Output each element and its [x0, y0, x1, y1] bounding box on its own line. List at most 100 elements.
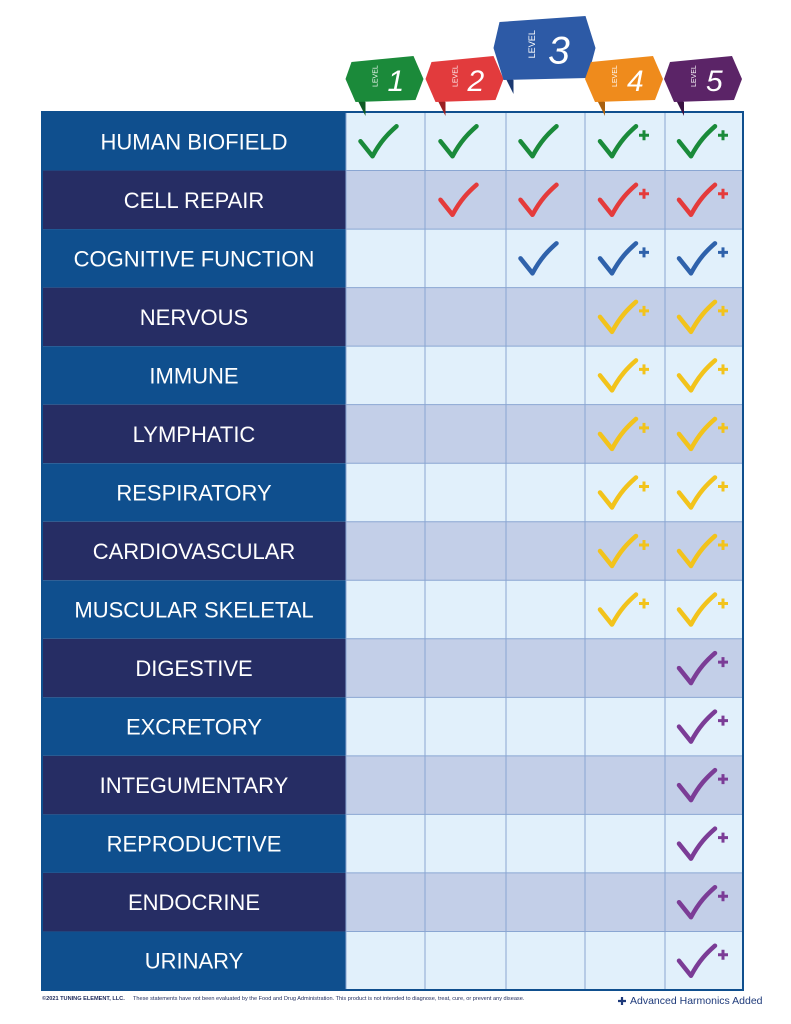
plus-mark [718, 305, 728, 316]
legend-text: Advanced Harmonics Added [630, 995, 763, 1007]
check-mark [676, 943, 718, 978]
row-cells-bg [346, 404, 743, 464]
level-label-group: LEVEL 2 [453, 65, 485, 98]
disclaimer: These statements have not been evaluated… [133, 996, 525, 1002]
level-word: LEVEL [453, 65, 460, 87]
plus-mark [718, 247, 728, 258]
check-mark [597, 358, 639, 393]
check-mark [676, 416, 718, 452]
row-label-bg [42, 521, 346, 581]
row-label-bg [42, 814, 346, 873]
plus-mark [639, 598, 649, 609]
plus-mark [718, 891, 728, 902]
check-mark [676, 241, 718, 276]
row-label-bg [42, 697, 346, 756]
level-label-group: LEVEL 3 [527, 30, 570, 73]
row-label-bg [42, 287, 346, 347]
row-cells-bg [346, 872, 743, 932]
row-label: COGNITIVE FUNCTION [74, 246, 315, 271]
level-label-group: LEVEL 1 [373, 65, 405, 98]
plus-mark [718, 481, 728, 492]
check-mark [597, 475, 639, 510]
level-label-group: LEVEL 5 [691, 65, 723, 98]
check-mark [676, 650, 718, 686]
level-flag [585, 56, 663, 102]
check-mark [518, 182, 559, 218]
level-number: 2 [467, 65, 485, 98]
level-flag [664, 56, 742, 102]
check-mark [676, 182, 718, 218]
row-label-bg [42, 463, 346, 522]
row-label-bg [42, 112, 346, 171]
row-label: URINARY [145, 949, 244, 974]
check-mark [597, 416, 639, 452]
row-cells-bg [346, 755, 743, 815]
row-label-bg [42, 872, 346, 932]
row-label-bg [42, 755, 346, 815]
plus-mark [718, 540, 728, 550]
plus-mark [718, 949, 728, 960]
row-label: RESPIRATORY [116, 480, 272, 505]
row-label: MUSCULAR SKELETAL [74, 598, 313, 623]
level-number: 3 [548, 30, 570, 73]
legend-plus [618, 997, 626, 1005]
plus-mark [718, 832, 728, 843]
row-label: CARDIOVASCULAR [93, 539, 296, 564]
row-label-bg [42, 404, 346, 464]
table-border [41, 111, 744, 991]
row-label-bg [42, 229, 346, 288]
row-cells-bg [346, 580, 743, 639]
check-mark [676, 826, 718, 861]
check-mark [676, 124, 718, 159]
check-mark [676, 884, 718, 920]
level-number: 5 [706, 65, 723, 98]
check-mark [518, 124, 559, 159]
row-label: IMMUNE [149, 363, 238, 388]
plus-mark [639, 188, 649, 199]
level-number: 1 [388, 65, 405, 98]
check-mark [676, 299, 718, 335]
plus-mark [718, 422, 728, 433]
row-label: INTEGUMENTARY [100, 773, 289, 798]
row-cells-bg [346, 346, 743, 405]
row-cells-bg [346, 638, 743, 698]
row-label: REPRODUCTIVE [107, 832, 282, 857]
plus-mark [718, 657, 728, 668]
row-label: LYMPHATIC [133, 422, 256, 447]
row-label: EXCRETORY [126, 715, 262, 740]
check-mark [676, 709, 718, 744]
row-cells-bg [346, 814, 743, 873]
row-label: NERVOUS [140, 305, 248, 330]
check-mark [597, 241, 639, 276]
level-label-group: LEVEL 4 [612, 65, 644, 98]
check-mark [676, 475, 718, 510]
row-cells-bg [346, 463, 743, 522]
plus-mark [718, 774, 728, 785]
check-mark [676, 533, 718, 569]
row-label: HUMAN BIOFIELD [100, 129, 287, 154]
check-mark [676, 592, 718, 627]
row-cells-bg [346, 697, 743, 756]
row-cells-bg [346, 521, 743, 581]
level-word: LEVEL [527, 30, 537, 58]
level-word: LEVEL [612, 65, 619, 87]
level-flag [493, 16, 596, 80]
plus-mark [639, 422, 649, 433]
check-mark [676, 358, 718, 393]
plus-mark [718, 364, 728, 375]
check-mark [597, 533, 639, 569]
check-mark [597, 299, 639, 335]
check-mark [597, 592, 639, 627]
row-label-bg [42, 170, 346, 230]
plus-mark [639, 305, 649, 316]
row-label-bg [42, 638, 346, 698]
row-label-bg [42, 580, 346, 639]
plus-mark [718, 130, 728, 141]
row-label: DIGESTIVE [135, 656, 252, 681]
plus-mark [639, 130, 649, 141]
check-mark [438, 124, 479, 159]
plus-mark [639, 364, 649, 375]
row-label-bg [42, 346, 346, 405]
plus-mark [639, 481, 649, 492]
